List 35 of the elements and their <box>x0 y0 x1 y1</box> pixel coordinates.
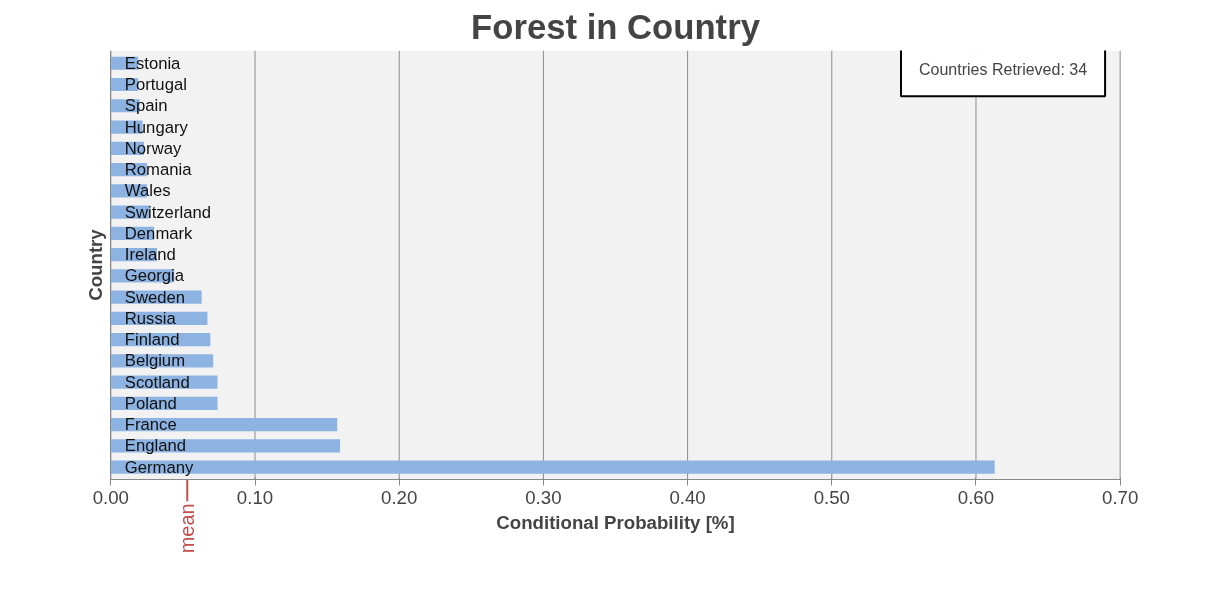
y-tick-label: England <box>124 436 186 456</box>
chart-title: Forest in Country <box>471 7 761 46</box>
x-axis-title: Conditional Probability [%] <box>496 511 735 533</box>
x-tick-label: 0.30 <box>525 486 562 508</box>
y-tick-label: Poland <box>124 393 177 413</box>
y-tick-label: Spain <box>124 96 168 116</box>
x-tick-label: 0.00 <box>92 486 129 508</box>
y-tick-label: Norway <box>124 138 182 158</box>
y-tick-label: Finland <box>124 330 180 350</box>
y-tick-label: Scotland <box>124 372 190 392</box>
x-tick-label: 0.10 <box>236 486 274 508</box>
bar <box>110 460 995 474</box>
y-tick-label: Belgium <box>124 351 186 371</box>
y-tick-label: Switzerland <box>124 202 211 222</box>
y-tick-label: Germany <box>124 457 194 477</box>
y-tick-label: Estonia <box>124 53 182 73</box>
x-tick-label: 0.60 <box>957 486 995 508</box>
x-tick-label: 0.70 <box>1102 486 1139 508</box>
y-tick-label: Georgia <box>124 266 185 286</box>
x-tick-label: 0.50 <box>813 486 850 508</box>
y-tick-label: Denmark <box>124 223 194 243</box>
ref-line-label: mean <box>176 503 199 554</box>
x-tick-label: 0.40 <box>669 486 706 508</box>
y-tick-label: Wales <box>124 181 171 201</box>
bar <box>110 439 341 453</box>
y-tick-label: France <box>124 415 177 435</box>
x-tick-label: 0.20 <box>381 486 418 508</box>
y-tick-label: Hungary <box>124 117 189 137</box>
y-axis-title: Country <box>84 228 106 301</box>
y-tick-label: Sweden <box>124 287 186 307</box>
y-tick-label: Russia <box>124 308 177 328</box>
y-tick-label: Portugal <box>124 75 187 95</box>
y-tick-label: Romania <box>124 160 193 180</box>
annotation: Countries Retrieved: 34 <box>919 61 1088 79</box>
y-tick-label: Ireland <box>124 245 176 265</box>
